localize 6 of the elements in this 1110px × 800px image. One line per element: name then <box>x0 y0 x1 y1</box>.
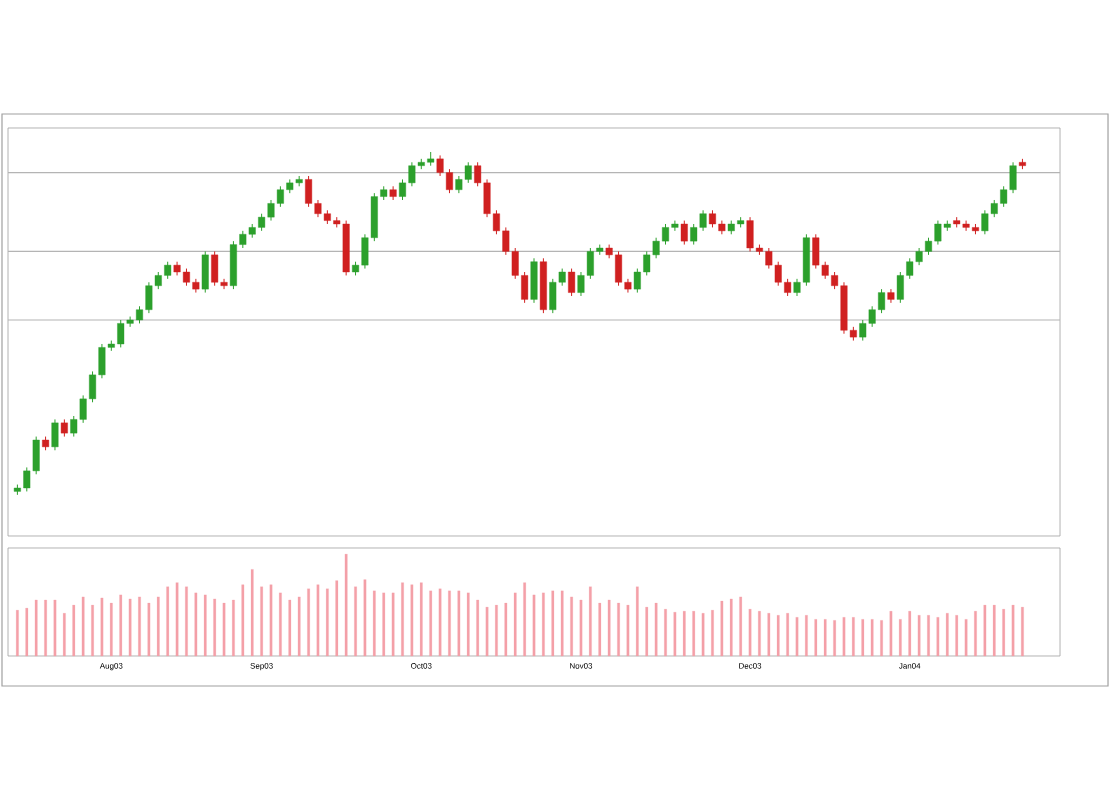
candlestick <box>51 418 59 451</box>
candlestick <box>680 220 688 246</box>
candlestick <box>568 268 576 297</box>
candlestick <box>201 250 209 294</box>
candlestick <box>539 257 547 314</box>
candlestick <box>530 257 538 304</box>
